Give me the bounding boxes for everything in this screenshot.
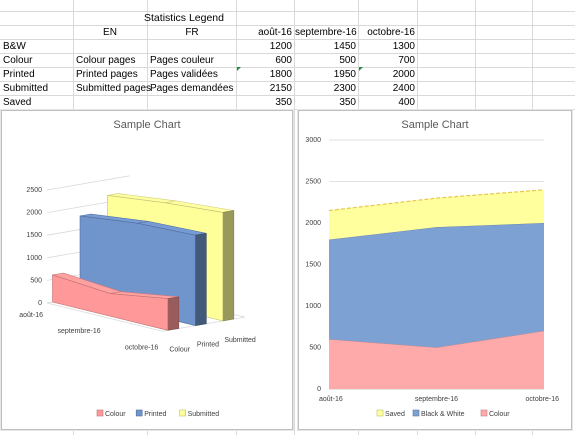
- row-printed-v3-cell[interactable]: 2000: [392, 69, 415, 80]
- area-saved[interactable]: [329, 189, 544, 240]
- chart-title: Sample Chart: [401, 119, 468, 131]
- row-printed-en-cell[interactable]: Printed pages: [76, 69, 138, 80]
- legend-swatch: [412, 409, 420, 417]
- chart-3d-column[interactable]: Sample Chart 0 500 1000 1500 2000 2500 août-1…: [1, 110, 293, 430]
- row-printed-key-cell[interactable]: Printed: [3, 69, 35, 80]
- y-tick-label: 0: [317, 386, 321, 393]
- x-category-label: août-16: [319, 396, 343, 403]
- y-tick-label: 500: [309, 345, 321, 352]
- row-printed-v2-cell[interactable]: 1950: [333, 69, 356, 80]
- y-tick-label: 2500: [26, 187, 42, 194]
- row-colour-v2-cell[interactable]: 500: [339, 55, 356, 66]
- grid-row-line: [0, 95, 575, 96]
- row-saved-v1-cell[interactable]: 350: [275, 97, 292, 108]
- row-submitted-v3-cell[interactable]: 2400: [392, 83, 415, 94]
- row-bw-v1-cell[interactable]: 1200: [269, 41, 292, 52]
- legend-title-cell[interactable]: Statistics Legend: [144, 12, 224, 24]
- row-saved-key-cell[interactable]: Saved: [3, 97, 32, 108]
- row-saved-v2-cell[interactable]: 350: [339, 97, 356, 108]
- legend-swatch: [135, 409, 143, 417]
- row-colour-key-cell[interactable]: Colour: [3, 55, 33, 66]
- grid-row-line: [0, 67, 575, 68]
- y-tick-label: 2000: [305, 220, 321, 227]
- legend-entry[interactable]: Colour: [489, 411, 510, 418]
- y-tick-label: 2000: [26, 210, 42, 217]
- header-month3-cell[interactable]: octobre-16: [367, 27, 415, 38]
- row-printed-fr-cell[interactable]: Pages validées: [150, 69, 218, 80]
- depth-axis-label: Submitted: [224, 337, 256, 344]
- row-bw-v2-cell[interactable]: 1450: [333, 41, 356, 52]
- area-colour[interactable]: [329, 330, 544, 389]
- legend-entry[interactable]: Printed: [144, 411, 166, 418]
- ribbon-front-face: [52, 274, 169, 331]
- grid-row-line: [0, 53, 575, 54]
- ribbon-end-face: [222, 210, 235, 322]
- legend-swatch: [179, 409, 186, 417]
- grid-row-line: [0, 81, 575, 82]
- row-submitted-v1-cell[interactable]: 2150: [269, 83, 292, 94]
- depth-axis-label: Printed: [197, 342, 219, 349]
- chart-stacked-area[interactable]: Sample Chart 0 500 1000 1500 2000 2500 3000 aoû…: [298, 110, 572, 430]
- row-submitted-en-cell[interactable]: Submitted pages: [76, 83, 152, 94]
- grid-row-line: [0, 39, 575, 40]
- y-tick-label: 1500: [26, 232, 42, 239]
- grid-row-line: [0, 109, 575, 110]
- y-tick-label: 3000: [305, 137, 321, 144]
- header-en-cell[interactable]: EN: [103, 27, 117, 38]
- row-colour-v1-cell[interactable]: 600: [275, 55, 292, 66]
- legend-swatch: [96, 409, 104, 417]
- legend-entry[interactable]: Black & White: [421, 411, 465, 418]
- row-bw-key-cell[interactable]: B&W: [3, 41, 26, 52]
- row-bw-v3-cell[interactable]: 1300: [392, 41, 415, 52]
- row-submitted-fr-cell[interactable]: Pages demandées: [150, 83, 234, 94]
- header-month2-cell[interactable]: septembre-16: [295, 27, 357, 38]
- x-category-label: septembre-16: [57, 328, 100, 335]
- grid-row-line: [0, 25, 575, 26]
- chart-title: Sample Chart: [113, 119, 180, 131]
- row-printed-v1-cell[interactable]: 1800: [269, 69, 292, 80]
- grid-col-line: [294, 0, 295, 435]
- row-colour-fr-cell[interactable]: Pages couleur: [150, 55, 214, 66]
- row-submitted-key-cell[interactable]: Submitted: [3, 83, 49, 94]
- x-category-label: août-16: [19, 312, 43, 319]
- number-as-text-flag-icon: [237, 67, 241, 71]
- ribbon-end-face: [167, 296, 180, 331]
- header-month1-cell[interactable]: août-16: [258, 27, 292, 38]
- row-colour-en-cell[interactable]: Colour pages: [76, 55, 136, 66]
- header-fr-cell[interactable]: FR: [185, 27, 199, 38]
- chart-3d-svg: Sample Chart 0 500 1000 1500 2000 2500 août-1…: [19, 119, 256, 418]
- chart-area-svg: Sample Chart 0 500 1000 1500 2000 2500 3000 aoû…: [305, 119, 560, 418]
- area-black-white[interactable]: [329, 223, 544, 348]
- legend-entry[interactable]: Saved: [385, 411, 405, 418]
- ribbon-end-face: [195, 232, 207, 326]
- y-tick-label: 2500: [305, 179, 321, 186]
- grid-row-line: [0, 11, 575, 12]
- y-tick-label: 1000: [305, 303, 321, 310]
- row-submitted-v2-cell[interactable]: 2300: [333, 83, 356, 94]
- row-colour-v3-cell[interactable]: 700: [398, 55, 415, 66]
- legend-entry[interactable]: Submitted: [188, 411, 220, 418]
- gridline: [46, 175, 130, 191]
- y-tick-label: 500: [30, 277, 42, 284]
- x-category-label: septembre-16: [415, 396, 458, 403]
- series-colour-ribbon[interactable]: [52, 272, 180, 331]
- y-tick-label: 0: [38, 300, 42, 307]
- x-category-label: octobre-16: [125, 344, 159, 351]
- area-top-edge: [328, 189, 545, 212]
- y-tick-label: 1500: [305, 262, 321, 269]
- legend-swatch: [480, 409, 488, 417]
- depth-axis-label: Colour: [169, 346, 190, 353]
- y-tick-label: 1000: [26, 255, 42, 262]
- x-category-label: octobre-16: [526, 396, 560, 403]
- legend-swatch: [376, 409, 384, 417]
- number-as-text-flag-icon: [359, 67, 363, 71]
- row-saved-v3-cell[interactable]: 400: [398, 97, 415, 108]
- legend-entry[interactable]: Colour: [105, 411, 126, 418]
